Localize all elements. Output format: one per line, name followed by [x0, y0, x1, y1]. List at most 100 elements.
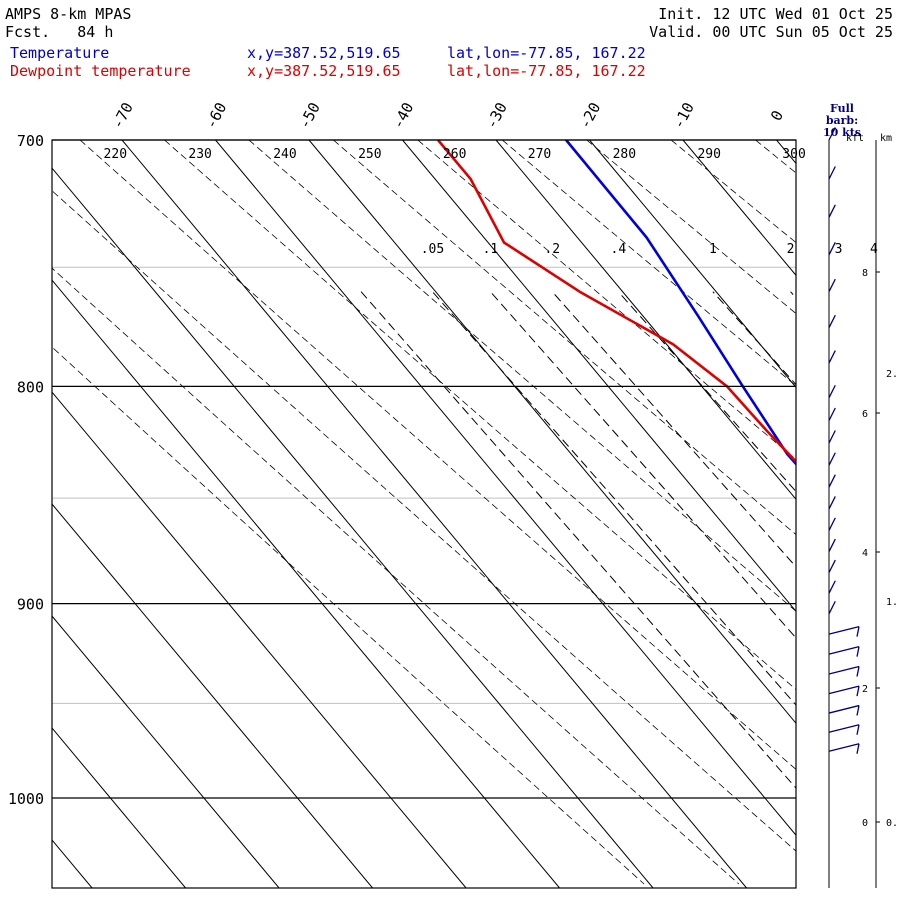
wind-barb-flag	[856, 666, 860, 677]
wind-barb	[828, 724, 860, 735]
wind-barb-staff	[828, 704, 860, 714]
dry-adiabat	[755, 140, 796, 174]
dewpoint-line	[437, 140, 796, 464]
barb-note-line1: Full barb:	[825, 102, 859, 127]
wind-barb-staff	[828, 559, 836, 573]
wind-barb-staff	[828, 314, 836, 329]
temperature-legend-latlon: lat,lon=-77.85, 167.22	[447, 44, 646, 62]
mixing-ratio-label: .1	[483, 242, 499, 257]
mixing-ratio-line	[839, 292, 900, 888]
dry-adiabat	[417, 140, 796, 460]
isotherm	[121, 140, 747, 888]
isotherm	[402, 140, 796, 613]
wind-barb	[828, 350, 836, 364]
mixing-ratio-line	[551, 291, 796, 568]
theta-label: 280	[613, 147, 636, 162]
isotherm-label: -70	[108, 99, 137, 131]
wind-barb-staff	[828, 430, 836, 444]
mixing-ratio-line	[432, 291, 796, 706]
kft-tick-label: 0	[862, 818, 868, 829]
wind-barb-staff	[828, 407, 836, 421]
wind-barb-staff	[828, 166, 836, 180]
wind-barb-flag	[856, 646, 860, 657]
kft-tick-label: 8	[862, 268, 868, 279]
wind-barb	[828, 538, 836, 552]
wind-barb-flag	[856, 626, 860, 637]
fcst-hours: 84 h	[77, 23, 114, 41]
wind-barb	[828, 384, 836, 399]
wind-panel: 0 2 4 6 8 0. 1. 2.	[828, 127, 898, 888]
mixing-ratio-line	[874, 292, 900, 888]
wind-barb	[828, 204, 836, 218]
dry-adiabat	[52, 267, 740, 885]
init-time: Init. 12 UTC Wed 01 Oct 25	[658, 5, 893, 23]
wind-barb-staff	[828, 600, 836, 615]
pressure-tick-label: 900	[17, 596, 44, 614]
isotherm	[589, 140, 796, 389]
wind-barb-flag	[856, 686, 860, 697]
wind-barb	[828, 600, 836, 615]
mixing-ratio-line	[490, 291, 796, 639]
wind-barb-staff	[828, 452, 836, 466]
pressure-tick-label: 800	[17, 378, 44, 396]
forecast-hour: Fcst. 84 h	[5, 23, 113, 41]
wind-barb	[828, 314, 836, 329]
theta-label: 300	[782, 147, 805, 162]
wind-barb	[828, 127, 836, 141]
mixing-ratio-label: 2	[787, 242, 795, 257]
barb-note-line2: 10 kts	[822, 126, 862, 139]
dry-adiabat	[79, 140, 796, 770]
wind-barb	[828, 166, 836, 180]
mixing-ratio-line	[360, 291, 796, 789]
plot-frame	[51, 139, 797, 889]
dry-adiabat	[52, 346, 645, 885]
dry-adiabat	[248, 140, 796, 612]
isotherm	[52, 391, 467, 888]
temperature-legend-xy: x,y=387.52,519.65	[247, 44, 401, 62]
wind-barb-staff	[828, 204, 836, 218]
wind-barb-staff	[828, 665, 860, 675]
wind-barb-staff	[828, 538, 836, 552]
wind-barb-staff	[828, 646, 860, 655]
isotherm-label: -60	[202, 99, 231, 131]
wind-barb	[828, 496, 836, 510]
fcst-label: Fcst.	[5, 23, 51, 41]
valid-time: Valid. 00 UTC Sun 05 Oct 25	[649, 23, 893, 41]
wind-barb	[828, 559, 836, 573]
wind-barb	[828, 474, 836, 488]
kft-tick-label: 4	[862, 548, 868, 559]
km-tick-label: 1.	[886, 597, 898, 608]
wind-barb	[828, 517, 836, 531]
theta-label: 220	[104, 147, 127, 162]
wind-barb-staff	[828, 724, 860, 733]
wind-barb	[828, 625, 860, 637]
isotherm	[52, 503, 373, 888]
mixing-ratio-label: .4	[611, 242, 627, 257]
pressure-tick-label: 1000	[8, 790, 44, 808]
km-axis-label: km	[880, 133, 893, 144]
chart-traces	[437, 140, 796, 466]
temperature-line	[565, 140, 796, 466]
wind-barb-staff	[828, 474, 836, 488]
model-title: AMPS 8-km MPAS	[5, 5, 132, 23]
isotherm-label: -40	[389, 99, 418, 131]
isotherm	[52, 839, 93, 888]
wind-barb-staff	[828, 278, 836, 293]
wind-barb	[828, 452, 836, 466]
wind-barb	[828, 580, 836, 594]
wind-barb	[828, 704, 860, 716]
km-tick-label: 2.	[886, 369, 898, 380]
kft-tick-label: 6	[862, 409, 868, 420]
wind-barb-staff	[828, 242, 836, 256]
isotherm	[682, 140, 796, 277]
mixing-ratio-line	[790, 291, 796, 299]
wind-barb	[828, 242, 836, 256]
dry-adiabat	[164, 140, 796, 691]
wind-barb	[828, 743, 860, 754]
dewpoint-legend-label: Dewpoint temperature	[10, 62, 191, 80]
wind-barb-staff	[828, 127, 836, 141]
wind-barb	[828, 665, 860, 677]
isotherm-label: 0	[767, 107, 787, 123]
wind-barb-staff	[828, 625, 860, 635]
